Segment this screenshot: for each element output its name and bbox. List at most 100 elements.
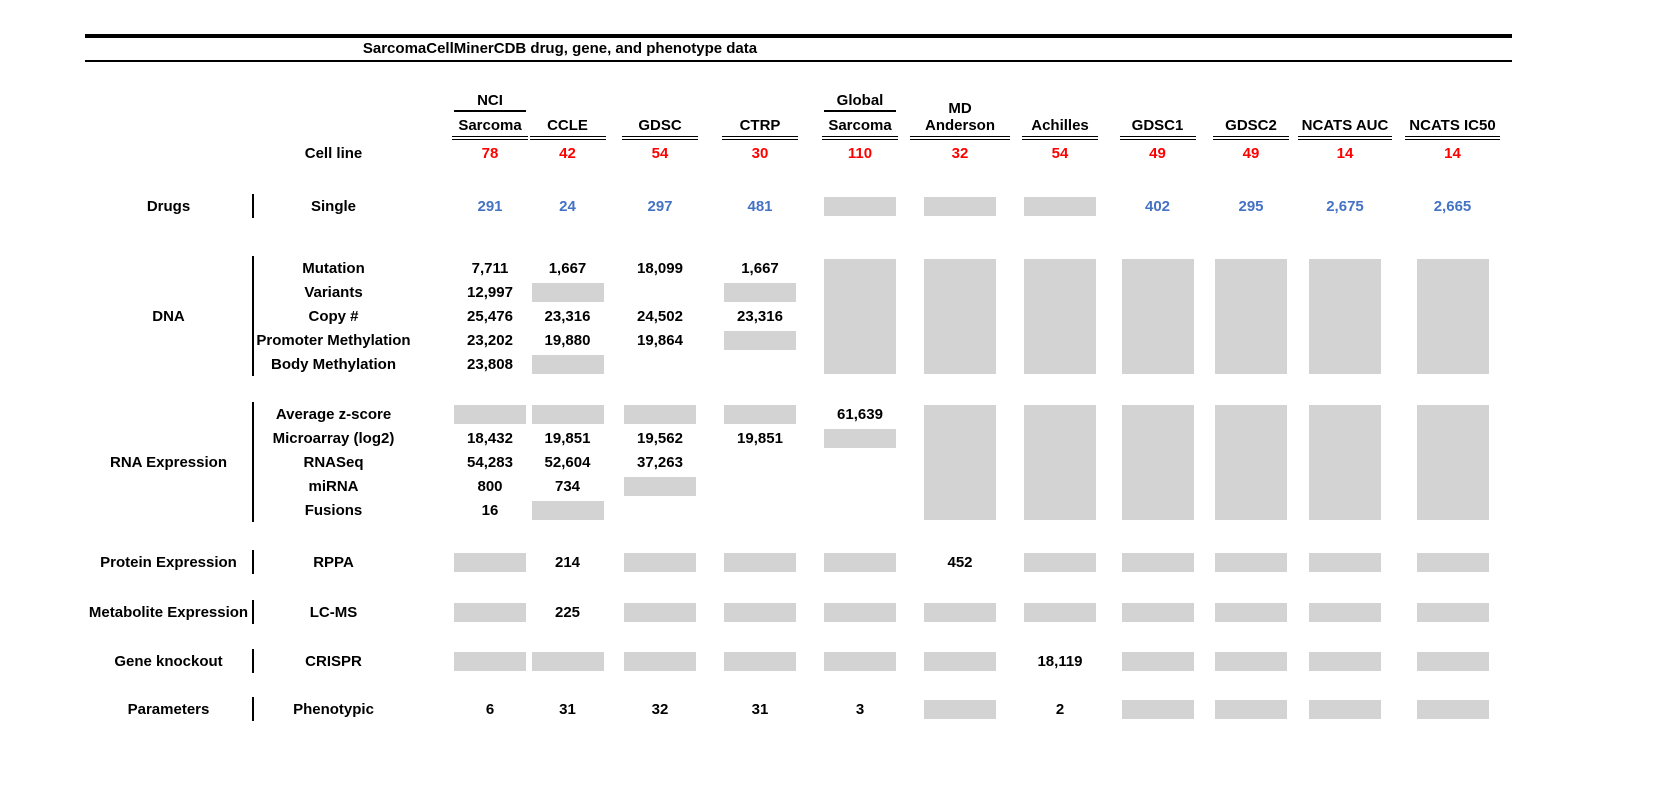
cell-line-count: 14 — [1336, 144, 1354, 162]
column-header-label: GDSC2 — [1213, 117, 1289, 140]
category-divider — [252, 600, 254, 624]
group-gene-knockout: Gene knockout CRISPR 18,119 — [85, 649, 1512, 673]
no-data-block — [454, 404, 526, 424]
no-data-block — [1215, 258, 1287, 374]
category-divider — [252, 697, 254, 721]
value-cell: 23,316 — [737, 307, 783, 325]
no-data-block — [1309, 552, 1381, 572]
no-data-block — [724, 651, 796, 671]
value-cell: 225 — [554, 603, 581, 621]
category-label: Metabolite Expression — [88, 603, 249, 621]
row-label: RNASeq — [303, 453, 364, 471]
no-data-block — [1309, 404, 1381, 520]
no-data-block — [1416, 552, 1489, 572]
value-cell: 18,432 — [467, 429, 513, 447]
group-parameters: Parameters Phenotypic 6 31 32 31 3 2 — [85, 697, 1512, 721]
no-data-block — [1215, 699, 1287, 719]
no-data-block — [1416, 602, 1489, 622]
no-data-block — [531, 500, 604, 520]
column-header-cell: GDSC1 — [1110, 112, 1205, 140]
column-header-cell: NCATS IC50 — [1393, 112, 1512, 140]
value-cell: 18,099 — [637, 259, 683, 277]
no-data-block — [1309, 602, 1381, 622]
value-cell: 1,667 — [741, 259, 779, 277]
group-metabolite-expression: Metabolite Expression LC-MS 225 — [85, 600, 1512, 624]
no-data-block — [1215, 404, 1287, 520]
value-cell: 19,851 — [544, 429, 591, 447]
row-label: Average z-score — [275, 405, 392, 423]
group-rna-expression: RNA Expression Average z-score Microarray … — [85, 402, 1512, 522]
column-header-label: Sarcoma — [822, 117, 898, 140]
no-data-block — [1416, 258, 1489, 374]
value-cell: 54,283 — [467, 453, 513, 471]
group-dna: DNA Mutation Variants Copy # Promoter Methyl… — [85, 256, 1512, 376]
no-data-block — [824, 196, 896, 216]
value-cell: 31 — [559, 700, 576, 718]
value-cell: 52,604 — [544, 453, 591, 471]
no-data-block — [724, 552, 796, 572]
column-group-cell: NCI — [454, 88, 526, 112]
value-cell: 18,119 — [1037, 652, 1083, 670]
no-data-block — [724, 330, 796, 350]
no-data-block — [724, 404, 796, 424]
value-cell: 6 — [485, 700, 495, 718]
column-header-label: GDSC — [622, 117, 698, 140]
value-cell: 2,665 — [1433, 197, 1472, 215]
value-cell: 452 — [947, 553, 973, 571]
no-data-block — [924, 404, 996, 520]
value-cell: 61,639 — [837, 405, 883, 423]
column-header-cell: Sarcoma — [452, 112, 528, 140]
column-group-label: NCI — [454, 92, 526, 112]
no-data-block — [1416, 651, 1489, 671]
cell-line-count: 110 — [847, 144, 873, 162]
no-data-block — [924, 196, 996, 216]
value-cell: 214 — [554, 553, 581, 571]
value-cell: 3 — [855, 700, 865, 718]
no-data-block — [1416, 404, 1489, 520]
column-header-label: Sarcoma — [452, 117, 528, 140]
column-group-label: Global — [824, 92, 896, 112]
title-rule-bottom — [85, 60, 1512, 62]
value-cell: 800 — [477, 477, 503, 495]
no-data-block — [1121, 404, 1194, 520]
column-header-cell: GDSC2 — [1205, 112, 1297, 140]
value-cell: 37,263 — [637, 453, 683, 471]
row-label: Promoter Methylation — [256, 331, 411, 349]
column-header-cell: MD Anderson — [910, 100, 1010, 140]
no-data-block — [454, 651, 526, 671]
category-label: Protein Expression — [100, 553, 237, 571]
no-data-block — [624, 552, 696, 572]
value-cell: 32 — [651, 700, 669, 718]
no-data-block — [824, 428, 896, 448]
value-cell: 25,476 — [467, 307, 513, 325]
cell-line-row: Cell line 78 42 54 30 110 32 54 49 49 14 14 — [85, 140, 1512, 166]
no-data-block — [531, 354, 604, 374]
row-label: CRISPR — [305, 652, 362, 670]
row-label: Microarray (log2) — [272, 429, 395, 447]
no-data-block — [454, 552, 526, 572]
row-label: Variants — [304, 283, 363, 301]
row-label: LC-MS — [309, 603, 358, 621]
value-cell: 19,864 — [637, 331, 683, 349]
category-label: DNA — [152, 307, 185, 325]
value-cell: 19,880 — [544, 331, 591, 349]
value-cell: 24 — [559, 197, 576, 215]
no-data-block — [1024, 196, 1096, 216]
column-header-label: CCLE — [529, 117, 606, 140]
column-header-label: NCATS AUC — [1297, 117, 1393, 140]
category-divider — [252, 649, 254, 673]
no-data-block — [824, 602, 896, 622]
value-cell: 24,502 — [637, 307, 683, 325]
no-data-block — [824, 258, 896, 374]
value-cell: 297 — [647, 197, 673, 215]
category-label: Drugs — [146, 197, 191, 215]
cell-line-count: 30 — [751, 144, 769, 162]
cell-line-count: 54 — [651, 144, 669, 162]
figure-title: SarcomaCellMinerCDB drug, gene, and phen… — [362, 40, 758, 57]
no-data-block — [924, 602, 996, 622]
no-data-block — [1215, 602, 1287, 622]
cell-line-count: 49 — [1242, 144, 1260, 162]
column-header-cell: NCATS AUC — [1297, 112, 1393, 140]
figure-title-row: SarcomaCellMinerCDB drug, gene, and phen… — [85, 38, 1035, 60]
no-data-block — [724, 602, 796, 622]
